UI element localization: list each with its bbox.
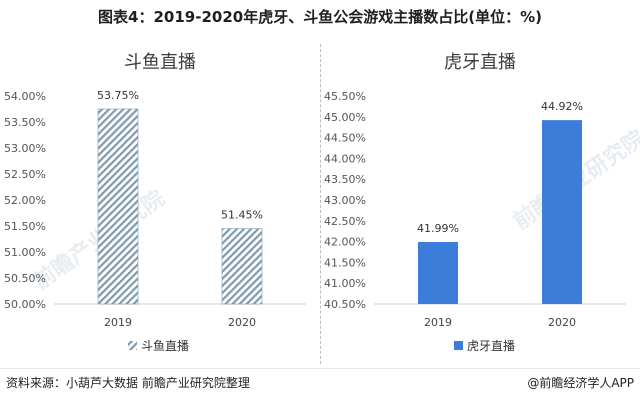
- bar-2020: [542, 120, 582, 305]
- y-tick-label: 45.00%: [324, 111, 366, 124]
- y-tick-label: 45.50%: [324, 90, 366, 103]
- y-tick-label: 54.00%: [4, 90, 46, 103]
- legend-label: 斗鱼直播: [141, 339, 189, 353]
- y-tick-label: 53.00%: [4, 142, 46, 155]
- y-tick-label: 51.00%: [4, 246, 46, 259]
- data-label: 53.75%: [97, 89, 139, 102]
- chart-subtitle: 斗鱼直播: [124, 52, 196, 73]
- legend-label: 虎牙直播: [467, 339, 515, 353]
- y-tick-label: 42.00%: [324, 236, 366, 249]
- y-tick-label: 44.00%: [324, 152, 366, 165]
- data-label: 44.92%: [541, 100, 583, 113]
- y-tick-label: 44.50%: [324, 132, 366, 145]
- y-tick-label: 40.50%: [324, 298, 366, 311]
- x-category-label: 2019: [104, 316, 132, 329]
- y-tick-label: 43.50%: [324, 173, 366, 186]
- brand-credit: @前瞻经济学人APP: [527, 376, 634, 390]
- data-label: 41.99%: [417, 222, 459, 235]
- data-label: 51.45%: [221, 209, 263, 222]
- x-category-label: 2019: [424, 316, 452, 329]
- source-note: 资料来源：小葫芦大数据 前瞻产业研究院整理: [6, 376, 250, 390]
- y-tick-label: 50.50%: [4, 272, 46, 285]
- y-tick-label: 42.50%: [324, 215, 366, 228]
- y-tick-label: 51.50%: [4, 220, 46, 233]
- x-category-label: 2020: [228, 316, 256, 329]
- footer-divider: [0, 368, 640, 369]
- bar-2019: [418, 242, 458, 304]
- chart-douyu: 前瞻产业研究院斗鱼直播50.00%50.50%51.00%51.50%52.00…: [4, 52, 306, 353]
- bar-2020: [221, 228, 263, 305]
- y-tick-label: 43.00%: [324, 194, 366, 207]
- chart-huya: 前瞻产业研究院虎牙直播40.50%41.00%41.50%42.00%42.50…: [324, 52, 640, 353]
- figure-title: 图表4：2019-2020年虎牙、斗鱼公会游戏主播数占比(单位：%): [98, 8, 542, 26]
- y-tick-label: 52.50%: [4, 168, 46, 181]
- legend-swatch: [128, 341, 137, 350]
- y-tick-label: 53.50%: [4, 116, 46, 129]
- x-category-label: 2020: [548, 316, 576, 329]
- y-tick-label: 52.00%: [4, 194, 46, 207]
- y-tick-label: 50.00%: [4, 298, 46, 311]
- chart-subtitle: 虎牙直播: [444, 52, 516, 73]
- bar-2019: [97, 108, 139, 305]
- legend-swatch: [454, 341, 463, 350]
- y-tick-label: 41.50%: [324, 256, 366, 269]
- y-tick-label: 41.00%: [324, 277, 366, 290]
- panel-divider: [320, 44, 321, 364]
